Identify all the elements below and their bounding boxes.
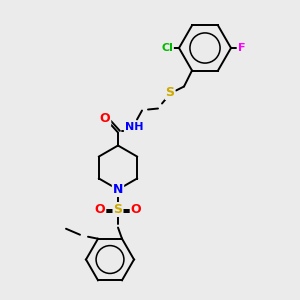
Text: NH: NH	[125, 122, 143, 131]
Text: O: O	[131, 203, 141, 216]
Text: S: S	[113, 203, 122, 216]
Text: N: N	[113, 183, 123, 196]
Text: S: S	[166, 86, 175, 99]
Text: O: O	[95, 203, 105, 216]
Text: O: O	[100, 112, 110, 125]
Text: F: F	[238, 43, 246, 53]
Text: Cl: Cl	[161, 43, 173, 53]
